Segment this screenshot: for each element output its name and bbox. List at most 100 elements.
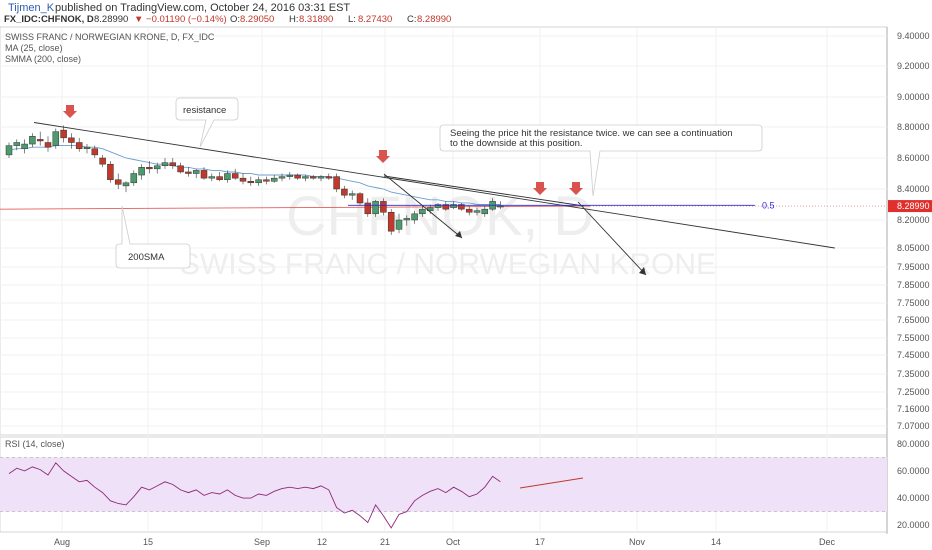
last-price-tag-label: 8.28990	[897, 201, 930, 211]
price-tick-6: 8.20000	[897, 215, 930, 225]
candle-body-46	[364, 202, 372, 215]
axes: 9.40000 9.20000 9.00000 8.80000 8.60000 8.400…	[54, 31, 932, 547]
candle-body-14	[114, 179, 122, 185]
time-tick-0: Aug	[54, 537, 70, 547]
time-tick-3: 12	[317, 537, 327, 547]
legend-ma[interactable]: MA (25, close)	[5, 43, 63, 53]
price-tick-1: 9.20000	[897, 61, 930, 71]
rsi-divergence-line	[519, 477, 584, 489]
candle-body-20	[161, 162, 169, 166]
note-text-2: to the downside at this position.	[450, 138, 583, 149]
ohlc-value-3: 8.28990	[417, 14, 451, 25]
candle-body-63	[497, 205, 504, 208]
candle-body-28	[224, 173, 231, 180]
candle-body-2	[21, 143, 28, 149]
candle-body-29	[231, 173, 239, 179]
candle-body-44	[348, 193, 356, 196]
candle-body-0	[5, 145, 13, 156]
price-tick-9: 7.85000	[897, 280, 930, 290]
candle-body-33	[263, 179, 270, 182]
time-tick-6: 17	[535, 537, 545, 547]
candle-body-4	[36, 139, 44, 142]
candle-body-9	[75, 142, 83, 149]
candle-body-56	[442, 204, 450, 210]
candle-body-52	[411, 213, 418, 221]
rsi-line	[8, 462, 501, 529]
candle-body-25	[200, 170, 208, 179]
candle-body-59	[465, 208, 473, 213]
candle-body-31	[247, 181, 255, 184]
resistance-callout[interactable]: resistance	[175, 97, 239, 148]
candle-body-49	[387, 212, 395, 232]
candle-body-11	[91, 148, 99, 156]
ohlc-label-0: O:	[230, 14, 240, 25]
candle-body-17	[138, 167, 145, 176]
resistance-trendline	[33, 122, 835, 249]
candle-body-23	[185, 171, 192, 174]
candle-body-18	[146, 167, 153, 170]
price-tick-10: 7.75000	[897, 298, 930, 308]
candle-body-39	[309, 176, 317, 179]
candle-body-35	[278, 176, 286, 179]
legend-smma[interactable]: SMMA (200, close)	[5, 54, 81, 64]
candle-body-48	[380, 201, 387, 213]
candle-body-37	[294, 174, 301, 179]
down-arrow-marker-3	[569, 182, 583, 195]
candle-body-47	[372, 201, 379, 215]
down-arrow-marker-2	[533, 182, 547, 195]
short-trendline	[383, 175, 585, 207]
watermark-name: SWISS FRANC / NORWEGIAN KRONE	[180, 248, 716, 281]
fib-level-label: 0.5	[762, 200, 775, 210]
candles	[5, 125, 504, 235]
candle-body-43	[341, 188, 348, 196]
time-tick-5: Oct	[446, 537, 461, 547]
price-tick-12: 7.55000	[897, 333, 930, 343]
price-tick-11: 7.65000	[897, 315, 930, 325]
price-tick-4: 8.60000	[897, 153, 930, 163]
time-tick-2: Sep	[254, 537, 270, 547]
candle-body-21	[169, 162, 177, 166]
candle-body-57	[450, 204, 457, 208]
legend-rsi[interactable]: RSI (14, close)	[5, 439, 65, 449]
price-tick-17: 7.07000	[897, 421, 930, 431]
price-tick-7: 8.05000	[897, 243, 930, 253]
candle-body-30	[239, 177, 247, 182]
candle-body-5	[44, 142, 52, 148]
rsi-tick-3: 20.0000	[897, 520, 930, 530]
price-tick-13: 7.45000	[897, 350, 930, 360]
price-tick-2: 9.00000	[897, 92, 930, 102]
decline-line-1	[383, 173, 463, 239]
rsi-tick-0: 80.0000	[897, 439, 930, 449]
down-arrow-marker-1	[376, 150, 390, 163]
candle-body-26	[208, 176, 216, 179]
price-tick-16: 7.16000	[897, 404, 930, 414]
price-tick-14: 7.35000	[897, 369, 930, 379]
ohlc-value-2: 8.27430	[358, 14, 392, 25]
down-arrow-marker-0	[63, 105, 77, 118]
sma200-callout[interactable]: 200SMA	[115, 205, 191, 269]
candle-body-12	[99, 157, 106, 165]
candle-body-32	[255, 179, 262, 184]
author-link[interactable]: Tijmen_K	[8, 2, 55, 14]
candle-body-50	[395, 219, 403, 230]
rsi-band-fill	[0, 457, 887, 512]
candle-body-6	[52, 131, 60, 146]
drawings: 0.5	[33, 105, 835, 489]
candle-body-1	[13, 142, 21, 146]
candle-body-40	[317, 176, 325, 179]
time-tick-8: 14	[711, 537, 721, 547]
ohlc-value-1: 8.31890	[299, 14, 333, 25]
time-tick-4: 21	[380, 537, 390, 547]
candle-body-61	[481, 208, 489, 215]
note-callout[interactable]: Seeing the price hit the resistance twic…	[439, 124, 763, 197]
projection-arrowhead	[639, 267, 646, 275]
candle-body-42	[333, 176, 340, 190]
candle-body-60	[473, 210, 481, 213]
price-tick-0: 9.40000	[897, 31, 930, 41]
change-value: ▼ −0.01190 (−0.14%)	[134, 14, 227, 25]
watermark-symbol: CHFNOK, D	[286, 184, 594, 247]
candle-body-24	[192, 170, 200, 174]
candle-body-45	[356, 193, 364, 204]
candle-body-19	[153, 165, 161, 170]
